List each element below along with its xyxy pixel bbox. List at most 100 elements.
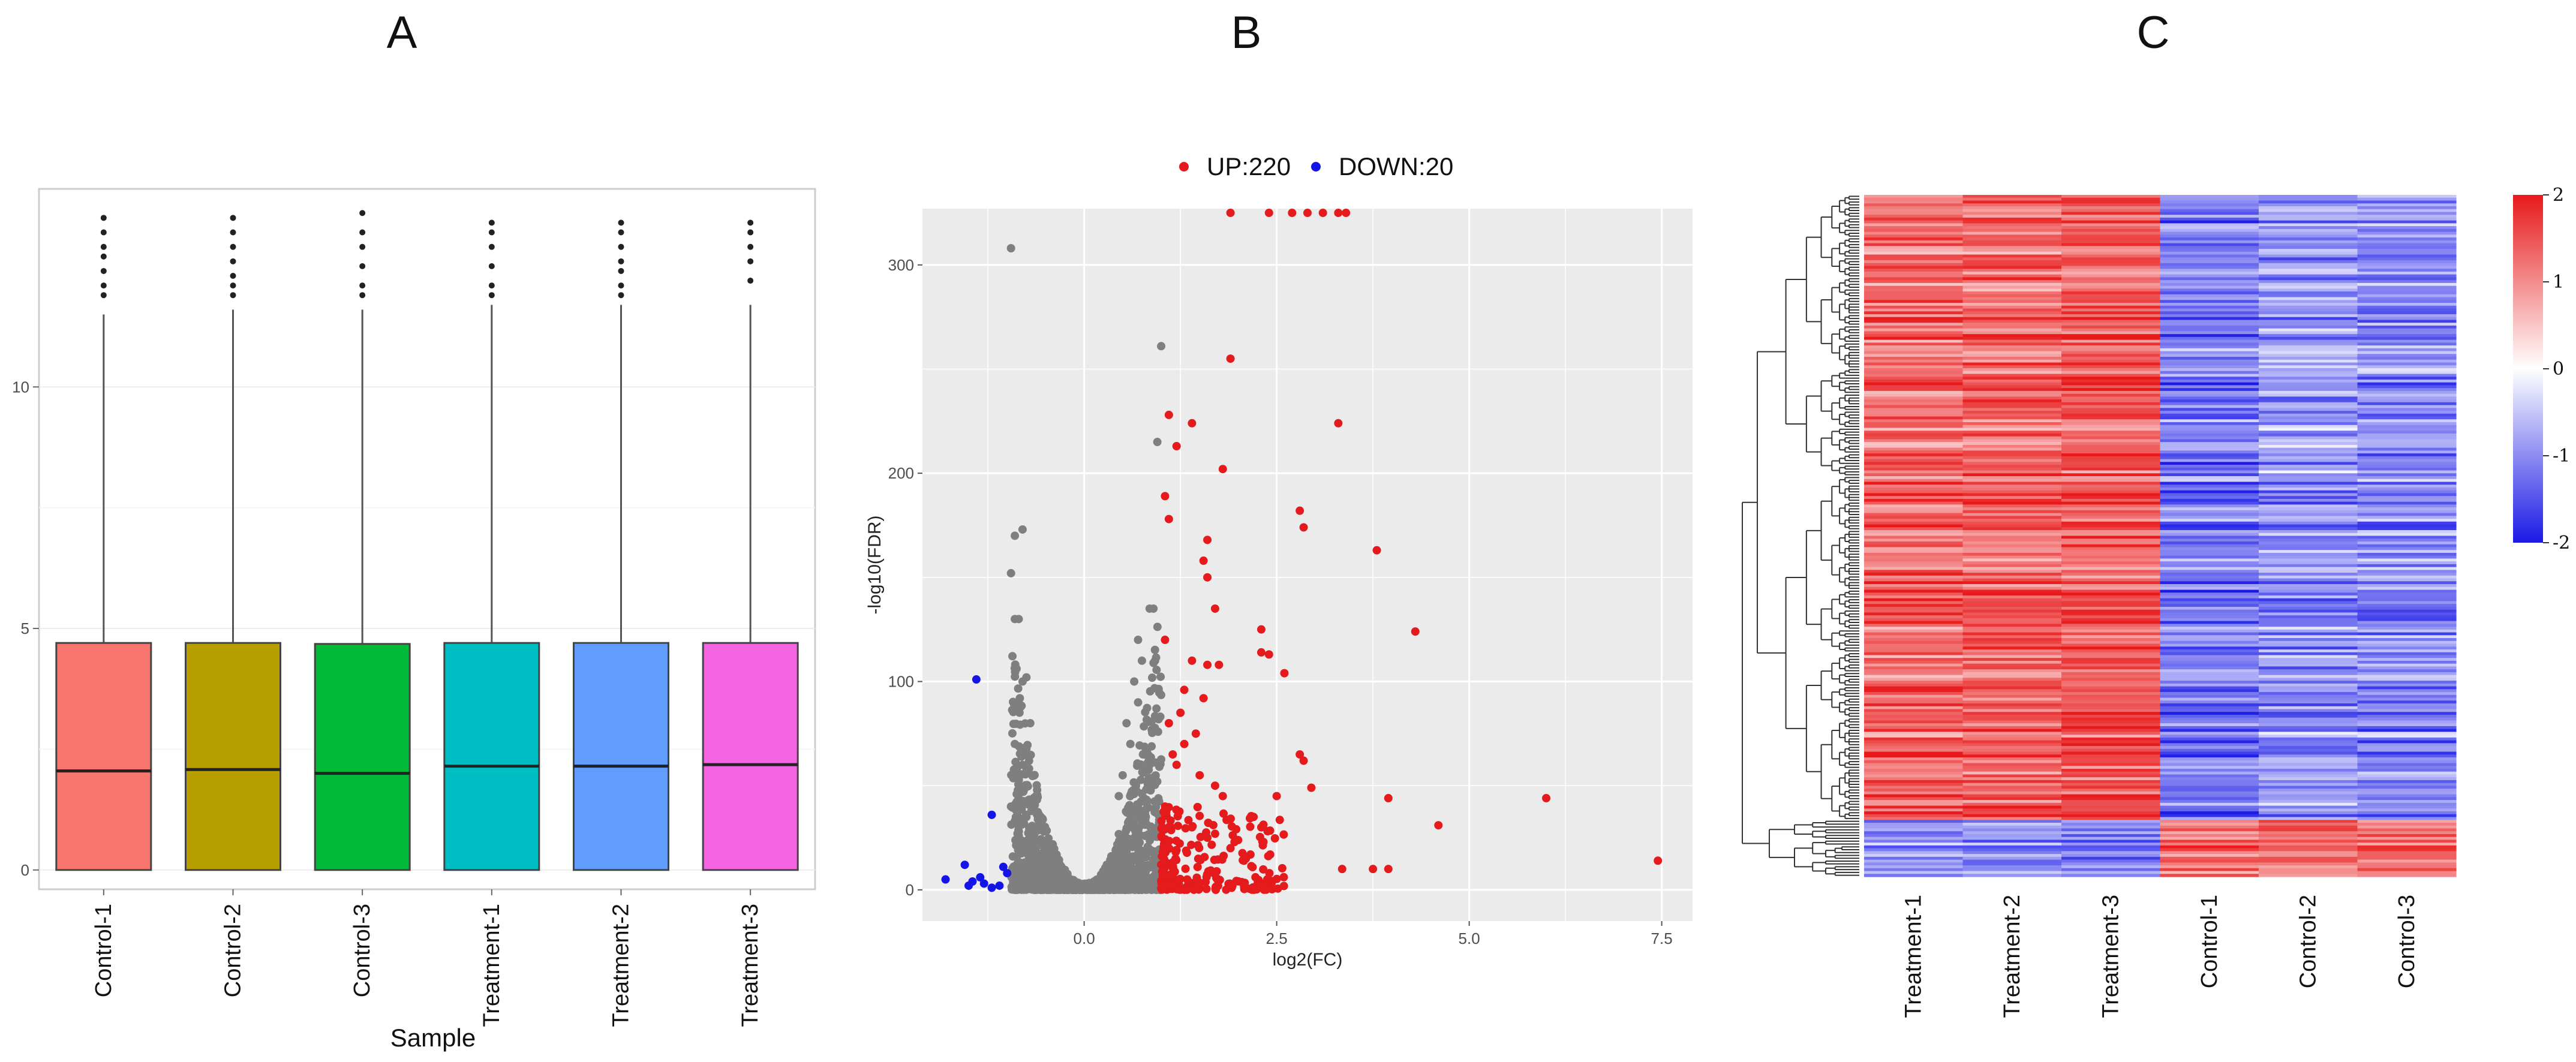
volcano-point-down: [960, 861, 969, 870]
heatmap-cell: [2259, 729, 2358, 732]
heatmap-cell: [2357, 314, 2457, 318]
heatmap-cell: [1864, 359, 1964, 363]
heatmap-cell: [2160, 768, 2259, 772]
heatmap-cell: [2357, 331, 2457, 335]
heatmap-cell: [2259, 535, 2358, 539]
heatmap-cell: [1864, 411, 1964, 414]
volcano-point-ns: [1134, 802, 1143, 811]
volcano-point-ns: [1014, 698, 1023, 707]
heatmap-cell: [2061, 530, 2161, 534]
heatmap-cell: [1864, 694, 1964, 699]
heatmap-cell: [2160, 589, 2259, 593]
volcano-point-up: [1174, 822, 1183, 831]
heatmap-cell: [2061, 442, 2161, 446]
heatmap-cell: [2160, 334, 2259, 338]
heatmap-cell: [1864, 558, 1964, 562]
heatmap-cell: [2061, 462, 2161, 465]
volcano-point-ns: [1144, 803, 1153, 812]
heatmap-cell: [2061, 856, 2161, 861]
heatmap-cell: [2061, 822, 2161, 826]
volcano-point-ns: [1015, 720, 1024, 729]
heatmap-cell: [2061, 277, 2161, 281]
heatmap-cell: [2160, 800, 2259, 804]
heatmap-cell: [2259, 737, 2358, 741]
heatmap-cell: [1962, 482, 2062, 485]
heatmap-cell: [1962, 405, 2062, 408]
volcano-point-up: [1203, 660, 1212, 669]
heatmap-cell: [2259, 334, 2358, 338]
heatmap-cell: [2259, 780, 2358, 784]
heatmap-cell: [2357, 777, 2457, 781]
volcano-point-ns: [1145, 760, 1154, 769]
heatmap-cell: [1962, 479, 2062, 483]
heatmap-cell: [2061, 444, 2161, 449]
heatmap-cell: [1962, 578, 2062, 582]
heatmap-cell: [2061, 447, 2161, 451]
heatmap-cell: [1864, 703, 1964, 707]
heatmap-cell: [1962, 624, 2062, 627]
heatmap-cell: [2259, 774, 2358, 778]
boxplot-outlier: [618, 219, 624, 226]
heatmap-cell: [2160, 618, 2259, 622]
heatmap-cell: [2259, 251, 2358, 255]
volcano-point-ns: [1152, 666, 1161, 675]
heatmap-cell: [2061, 195, 2161, 198]
volcano-point-up: [1279, 830, 1288, 839]
heatmap-cell: [2357, 490, 2457, 494]
heatmap-cell: [2061, 575, 2161, 579]
volcano-point-ns: [1006, 802, 1015, 811]
heatmap-cell: [1962, 530, 2062, 534]
heatmap-cell: [2357, 419, 2457, 423]
heatmap-cell: [1864, 291, 1964, 295]
colorbar-tick-label: -1: [2553, 446, 2570, 467]
heatmap-cell: [2061, 746, 2161, 750]
volcano-point-ns: [1137, 789, 1146, 798]
heatmap-cell: [2061, 652, 2161, 656]
heatmap-cell: [2061, 709, 2161, 712]
heatmap-cell: [2160, 640, 2259, 645]
heatmap-cell: [2061, 760, 2161, 764]
heatmap-cell: [1864, 552, 1964, 556]
heatmap-cell: [1962, 402, 2062, 406]
heatmap-cell: [2160, 496, 2259, 500]
volcano-point-ns: [1114, 830, 1123, 839]
heatmap-cell: [1864, 334, 1964, 338]
boxplot-outlier: [230, 243, 236, 250]
heatmap-cell: [2357, 629, 2457, 633]
heatmap-cell: [1962, 300, 2062, 303]
heatmap-cell: [1864, 635, 1964, 639]
heatmap-cell: [2357, 800, 2457, 804]
heatmap-cell: [1864, 774, 1964, 778]
heatmap-cell: [1864, 638, 1964, 642]
heatmap-cell: [2259, 300, 2358, 303]
heatmap-cell: [2160, 643, 2259, 647]
heatmap-cell: [1962, 439, 2062, 443]
heatmap-cell: [1864, 447, 1964, 451]
heatmap-cell: [2357, 649, 2457, 653]
heatmap-column-label: Control-1: [2197, 895, 2222, 988]
heatmap-cell: [1864, 669, 1964, 673]
volcano-point-up: [1226, 208, 1235, 217]
heatmap-cell: [1864, 789, 1964, 792]
volcano-legend: UP:220 DOWN:20: [1179, 152, 1453, 180]
heatmap-cell: [1962, 797, 2062, 801]
heatmap-cell: [1962, 570, 2062, 573]
heatmap-cell: [2061, 552, 2161, 556]
heatmap-cell: [2160, 433, 2259, 437]
heatmap-cell: [2061, 374, 2161, 377]
heatmap-cell: [2357, 586, 2457, 591]
heatmap-cell: [1962, 362, 2062, 366]
heatmap-cell: [1962, 377, 2062, 380]
heatmap-cell: [1962, 575, 2062, 579]
heatmap-cell: [2160, 416, 2259, 420]
boxplot-outlier: [618, 282, 624, 289]
heatmap-cell: [1962, 768, 2062, 772]
heatmap-cell: [2259, 783, 2358, 786]
heatmap-cell: [2061, 308, 2161, 312]
heatmap-cell: [1962, 411, 2062, 414]
heatmap-cell: [2061, 567, 2161, 570]
heatmap-cell: [1962, 399, 2062, 403]
heatmap-cell: [2259, 678, 2358, 681]
heatmap-cell: [1864, 479, 1964, 483]
heatmap-cell: [2259, 433, 2358, 437]
